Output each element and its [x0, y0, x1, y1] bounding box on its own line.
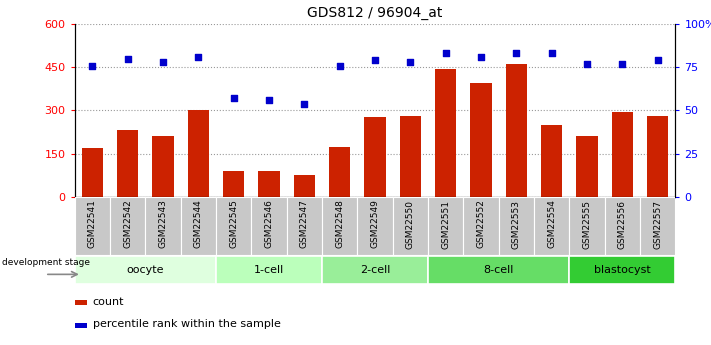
Text: GSM22552: GSM22552	[476, 199, 486, 248]
Text: GSM22557: GSM22557	[653, 199, 662, 249]
Bar	[75, 300, 87, 305]
Point	[546, 51, 557, 56]
Bar	[258, 171, 279, 197]
Text: GSM22543: GSM22543	[159, 199, 168, 248]
Text: GSM22554: GSM22554	[547, 199, 556, 248]
Bar	[506, 65, 527, 197]
Bar	[577, 136, 598, 197]
Bar	[435, 69, 456, 197]
Point	[440, 51, 451, 56]
Text: GSM22549: GSM22549	[370, 199, 380, 248]
Bar	[188, 110, 209, 197]
Bar	[612, 112, 633, 197]
Text: oocyte: oocyte	[127, 265, 164, 275]
Point	[122, 56, 134, 61]
Bar	[400, 116, 421, 197]
Bar	[216, 256, 322, 284]
Text: GSM22547: GSM22547	[300, 199, 309, 248]
Text: GSM22541: GSM22541	[88, 199, 97, 248]
Point	[476, 54, 487, 60]
Point	[582, 61, 593, 67]
Point	[510, 51, 522, 56]
Bar	[365, 117, 385, 197]
Text: GSM22545: GSM22545	[229, 199, 238, 248]
Text: 8-cell: 8-cell	[483, 265, 514, 275]
Bar	[570, 197, 605, 255]
Bar	[117, 130, 138, 197]
Point	[334, 63, 346, 68]
Bar	[471, 83, 492, 197]
Text: GSM22553: GSM22553	[512, 199, 521, 249]
Bar	[216, 197, 252, 255]
Bar	[570, 256, 675, 284]
Point	[652, 58, 663, 63]
Bar	[358, 197, 392, 255]
Bar	[152, 136, 173, 197]
Bar	[322, 256, 428, 284]
Bar	[647, 116, 668, 197]
Point	[616, 61, 628, 67]
Bar	[145, 197, 181, 255]
Text: percentile rank within the sample: percentile rank within the sample	[92, 319, 281, 329]
Bar	[392, 197, 428, 255]
Bar	[428, 197, 464, 255]
Bar	[322, 197, 358, 255]
Bar	[75, 323, 87, 327]
Point	[157, 59, 169, 65]
Point	[193, 54, 204, 60]
Bar	[82, 148, 103, 197]
Bar	[75, 256, 216, 284]
Text: GSM22551: GSM22551	[442, 199, 450, 249]
Bar	[181, 197, 216, 255]
Bar	[294, 175, 315, 197]
Text: GSM22555: GSM22555	[582, 199, 592, 249]
Point	[263, 97, 274, 103]
Bar	[110, 197, 145, 255]
Text: 2-cell: 2-cell	[360, 265, 390, 275]
Bar	[223, 171, 245, 197]
Point	[405, 59, 416, 65]
Bar	[605, 197, 640, 255]
Bar	[534, 197, 570, 255]
Bar	[287, 197, 322, 255]
Bar	[541, 125, 562, 197]
Point	[87, 63, 98, 68]
Point	[370, 58, 381, 63]
Bar	[329, 147, 351, 197]
Text: GSM22556: GSM22556	[618, 199, 627, 249]
Text: GSM22542: GSM22542	[123, 199, 132, 248]
Bar	[428, 256, 570, 284]
Title: GDS812 / 96904_at: GDS812 / 96904_at	[307, 6, 443, 20]
Bar	[252, 197, 287, 255]
Text: GSM22548: GSM22548	[335, 199, 344, 248]
Bar	[498, 197, 534, 255]
Text: GSM22550: GSM22550	[406, 199, 415, 249]
Bar	[75, 197, 110, 255]
Bar	[464, 197, 498, 255]
Text: development stage: development stage	[1, 258, 90, 267]
Text: GSM22546: GSM22546	[264, 199, 274, 248]
Text: blastocyst: blastocyst	[594, 265, 651, 275]
Text: count: count	[92, 297, 124, 306]
Point	[299, 101, 310, 106]
Bar	[640, 197, 675, 255]
Text: GSM22544: GSM22544	[194, 199, 203, 248]
Point	[228, 96, 240, 101]
Text: 1-cell: 1-cell	[254, 265, 284, 275]
